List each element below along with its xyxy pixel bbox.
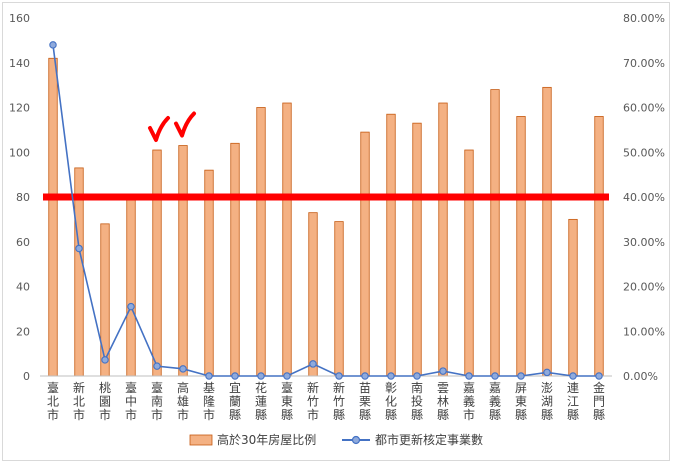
category-label: 苗栗縣	[359, 381, 371, 422]
right-axis-tick-label: 70.00%	[623, 57, 665, 70]
line-point	[517, 372, 525, 380]
line-point	[543, 368, 551, 377]
legend-line-marker	[351, 435, 361, 445]
line-point	[231, 372, 239, 380]
line-point	[257, 372, 265, 380]
bar-series	[48, 57, 604, 377]
line-path	[52, 44, 599, 377]
category-label: 澎湖縣	[541, 381, 553, 422]
bar	[256, 107, 266, 377]
left-axis-ticks: 0 20 40 60 80 100 120 140 160	[9, 12, 30, 383]
left-axis-tick-label: 0	[23, 370, 30, 383]
line-point	[101, 356, 109, 364]
right-axis-tick-label: 80.00%	[623, 12, 665, 25]
line-point	[49, 41, 57, 49]
bar	[568, 218, 578, 377]
bar	[360, 131, 370, 377]
bar	[230, 142, 240, 377]
category-label: 基隆市	[203, 381, 215, 422]
right-axis-tick-label: 0.00%	[623, 370, 658, 383]
line-point	[309, 360, 317, 368]
left-axis-tick-label: 140	[9, 57, 30, 70]
line-point	[179, 365, 187, 373]
line-point	[205, 372, 213, 380]
left-axis-tick-label: 40	[16, 281, 30, 294]
line-point	[387, 372, 395, 380]
right-axis-tick-label: 50.00%	[623, 146, 665, 159]
category-label: 宜蘭縣	[229, 380, 241, 422]
category-label: 桃園市	[99, 380, 111, 422]
category-label: 臺南市	[151, 380, 163, 422]
bar	[178, 145, 188, 377]
line-point	[439, 367, 447, 375]
bar	[594, 116, 604, 377]
right-axis-tick-label: 60.00%	[623, 102, 665, 115]
left-axis-tick-label: 80	[16, 191, 30, 204]
category-label: 臺東縣	[281, 380, 293, 422]
line-point	[153, 362, 161, 370]
line-point	[465, 372, 473, 380]
legend: 高於30年房屋比例 都市更新核定事業數	[189, 432, 483, 447]
line-point	[335, 372, 343, 380]
line-point	[569, 372, 577, 380]
bar	[204, 169, 214, 377]
right-axis-tick-label: 10.00%	[623, 325, 665, 338]
category-label: 臺中市	[125, 380, 137, 422]
line-point	[283, 372, 291, 380]
line-point	[75, 244, 83, 253]
category-label: 連江縣	[567, 381, 579, 422]
bar	[386, 113, 396, 377]
category-label: 臺北市	[47, 380, 59, 422]
right-axis-tick-label: 30.00%	[623, 236, 665, 249]
bar	[490, 89, 500, 377]
line-point	[595, 372, 603, 380]
category-label: 花蓮縣	[255, 380, 267, 422]
left-axis-tick-label: 100	[9, 146, 30, 159]
line-point	[491, 372, 499, 380]
category-label: 屏東縣	[515, 381, 527, 422]
line-point	[413, 372, 421, 380]
category-label: 新竹市	[307, 380, 319, 422]
legend-bar-label: 高於30年房屋比例	[217, 432, 316, 447]
bar	[308, 212, 318, 377]
category-label: 新竹縣	[333, 380, 345, 422]
line-point	[127, 302, 135, 311]
bar	[542, 86, 552, 377]
line-point	[361, 372, 369, 380]
bar	[282, 102, 292, 377]
line-series	[49, 41, 603, 380]
category-label: 嘉義縣	[489, 381, 501, 422]
bar	[438, 102, 448, 377]
category-label: 南投縣	[411, 380, 423, 422]
left-axis-tick-label: 120	[9, 102, 30, 115]
legend-bar-swatch	[189, 434, 213, 446]
bar	[152, 149, 162, 377]
checkmark-annotation	[174, 111, 196, 138]
right-axis-tick-label: 20.00%	[623, 281, 665, 294]
category-label: 金門縣	[593, 380, 605, 422]
left-axis-tick-label: 60	[16, 236, 30, 249]
bar	[126, 196, 136, 377]
category-label: 雲林縣	[437, 381, 449, 422]
category-label: 彰化縣	[385, 380, 397, 422]
category-labels: 臺北市 新北市 桃園市 臺中市 臺南市 高雄市 基隆市 宜蘭縣 花蓮縣 臺東縣 新竹市 新竹縣 苗栗縣 彰…	[47, 380, 605, 422]
category-label: 高雄市	[177, 380, 189, 422]
bar	[464, 149, 474, 377]
chart-frame	[2, 2, 670, 461]
left-axis-tick-label: 20	[16, 325, 30, 338]
legend-line-label: 都市更新核定事業數	[375, 432, 483, 447]
checkmark-annotation	[148, 116, 170, 143]
right-axis-ticks: 0.00% 10.00% 20.00% 30.00% 40.00% 50.00% 60.00…	[623, 12, 665, 383]
left-axis-tick-label: 160	[9, 12, 30, 25]
bar	[412, 122, 422, 377]
right-axis-tick-label: 40.00%	[623, 191, 665, 204]
category-label: 嘉義市	[463, 381, 475, 422]
bar	[516, 116, 526, 377]
annotations	[148, 111, 196, 143]
bar	[48, 57, 58, 377]
category-label: 新北市	[73, 380, 85, 422]
bar	[334, 221, 344, 377]
